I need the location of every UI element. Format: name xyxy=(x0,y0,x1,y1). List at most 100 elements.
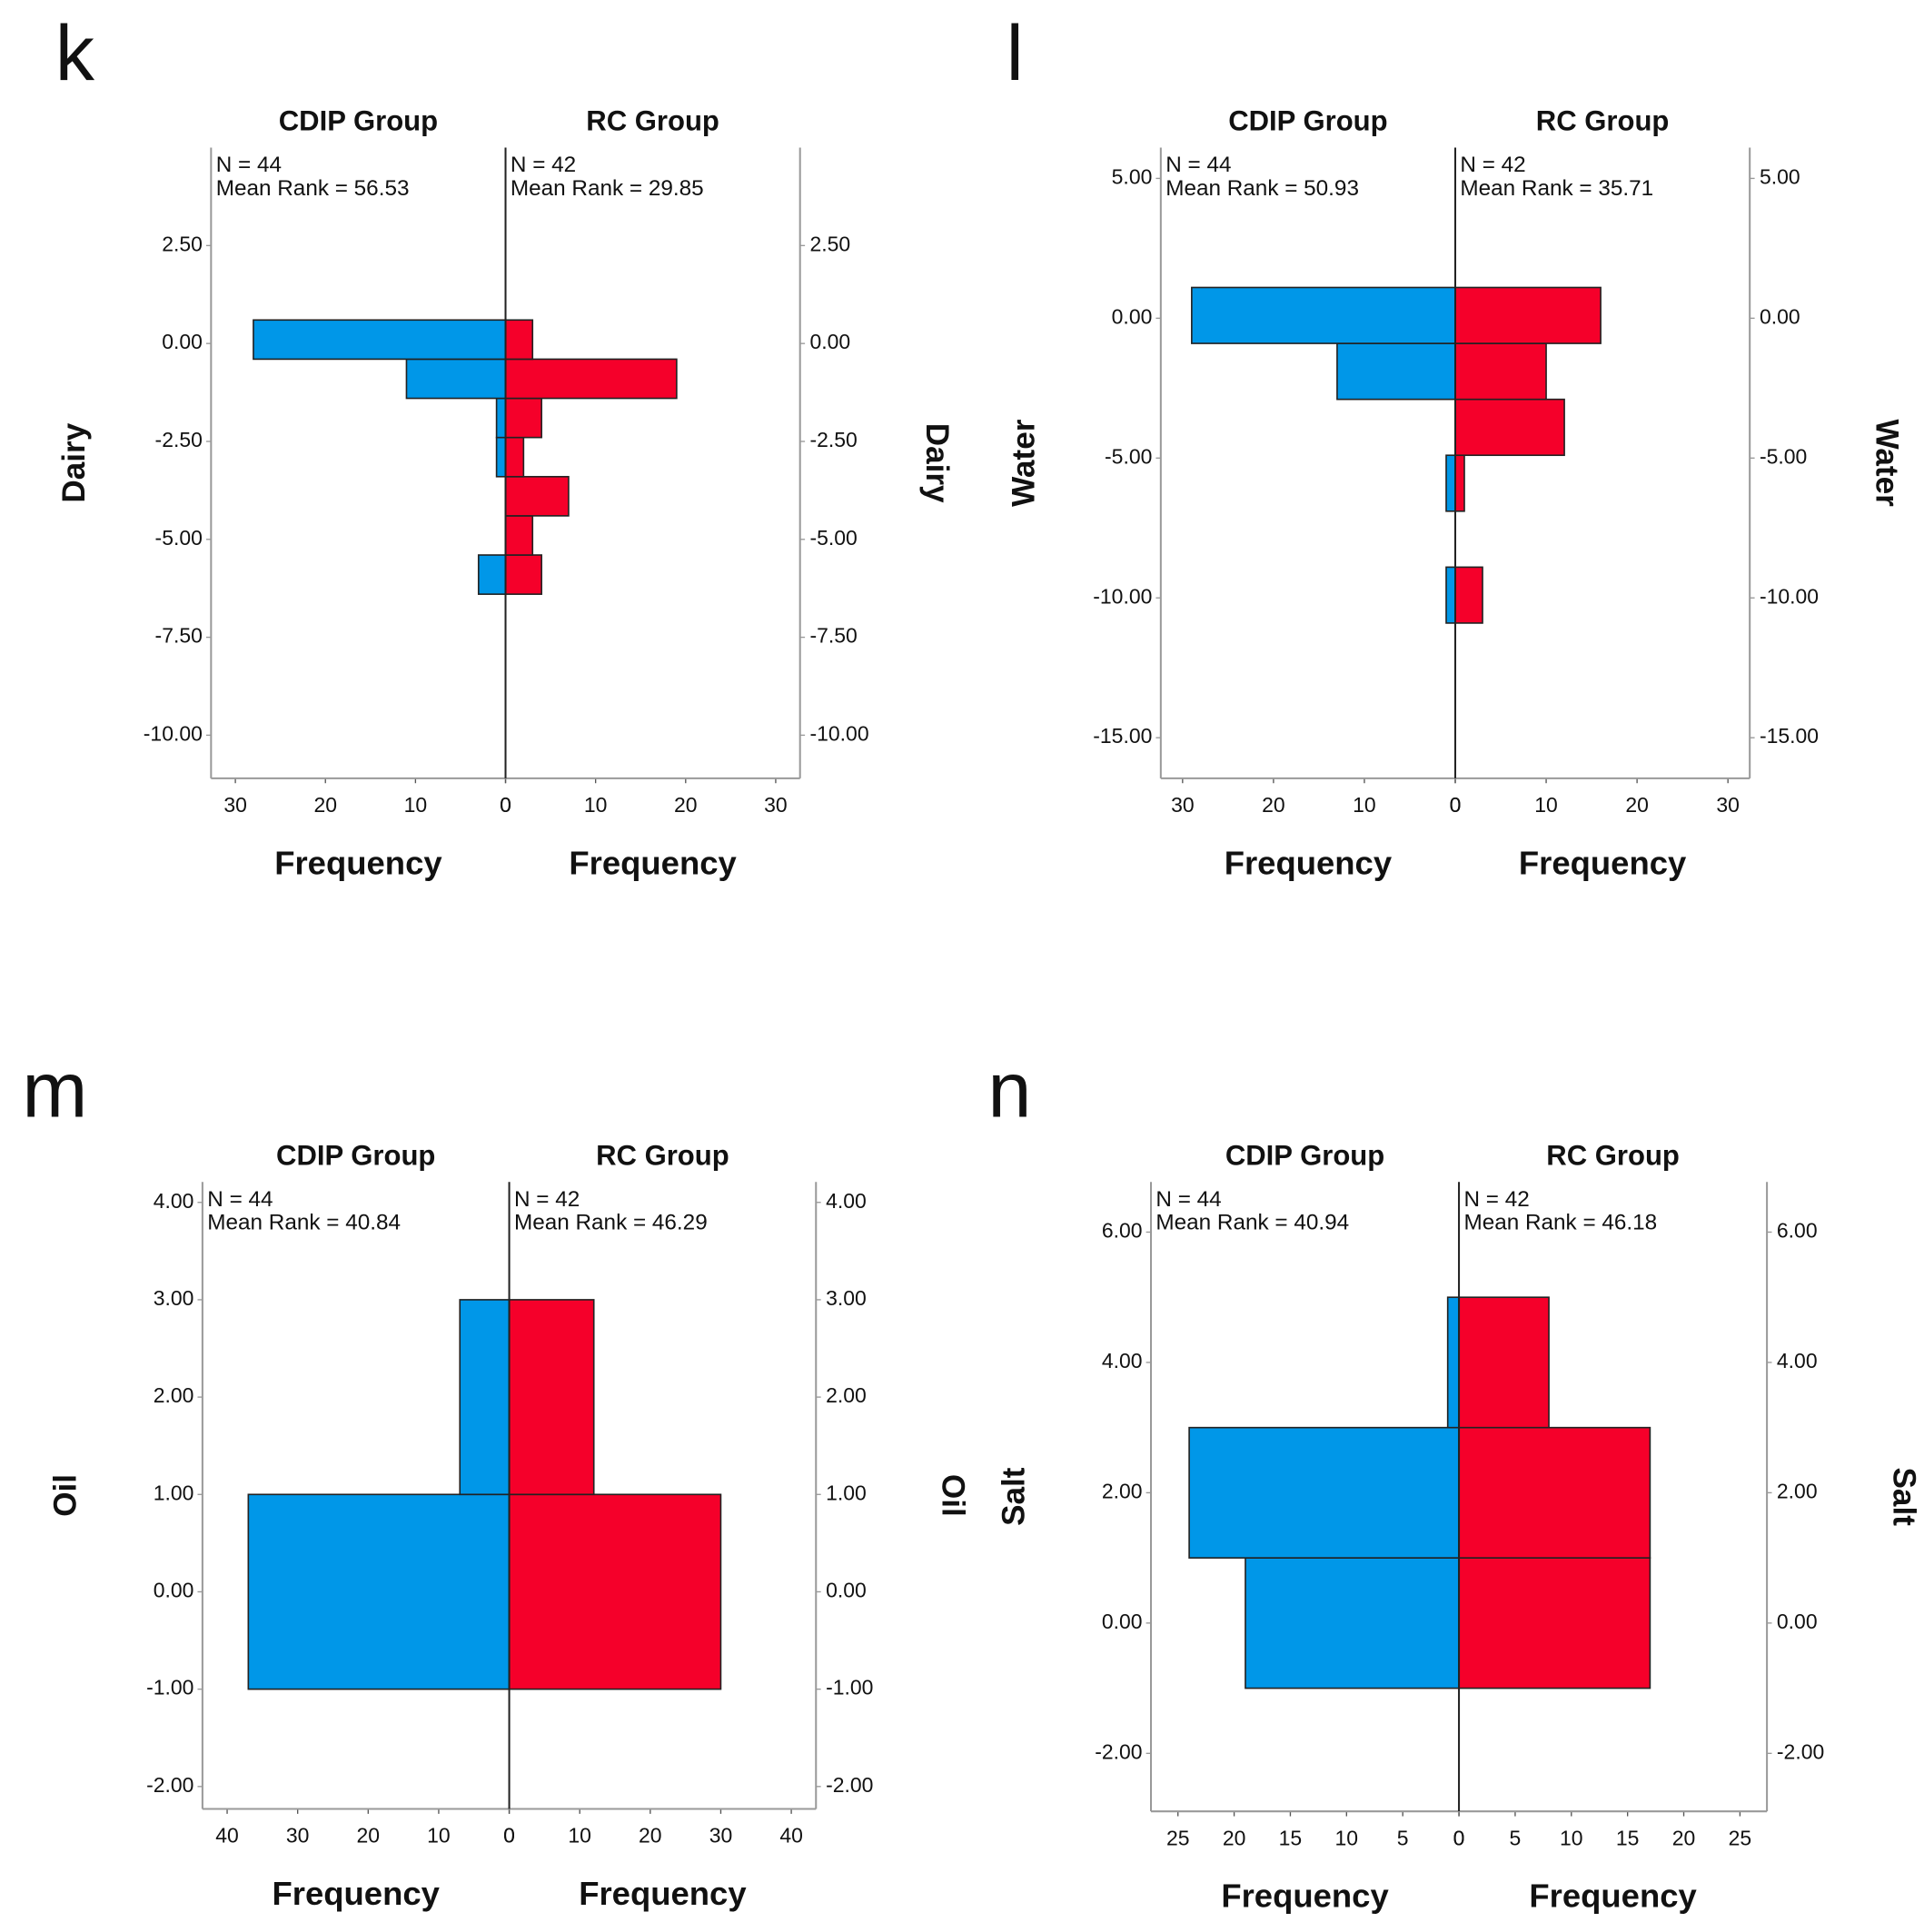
bar xyxy=(504,554,542,595)
x-axis-label: Frequency xyxy=(274,844,442,881)
annotation: N = 44 xyxy=(207,1187,273,1212)
bar xyxy=(1445,454,1456,512)
bar xyxy=(508,1299,595,1496)
x-tick-label: 20 xyxy=(674,793,698,817)
annotation: N = 44 xyxy=(1165,153,1231,177)
bar xyxy=(1336,342,1456,401)
bar xyxy=(1454,286,1602,344)
panel-label: n xyxy=(987,1047,1031,1134)
y-tick-label: -2.00 xyxy=(1095,1739,1142,1763)
x-tick-label: 20 xyxy=(1625,793,1649,817)
x-tick-label: 15 xyxy=(1279,1826,1303,1849)
annotation: Mean Rank = 40.84 xyxy=(207,1211,401,1235)
y-tick-label: -2.50 xyxy=(810,428,858,451)
x-axis-label: Frequency xyxy=(1225,844,1393,881)
y-axis-label: Oil xyxy=(48,1474,84,1517)
y-tick-label: 5.00 xyxy=(1112,164,1153,188)
bar xyxy=(1446,1296,1460,1429)
bar xyxy=(504,475,570,517)
annotation: N = 42 xyxy=(511,153,576,177)
y-tick-label: 2.00 xyxy=(1102,1479,1143,1502)
bar xyxy=(1458,1426,1651,1559)
y-tick-label: 3.00 xyxy=(154,1286,194,1310)
bar xyxy=(1458,1557,1651,1689)
y-tick-label: -15.00 xyxy=(1760,724,1819,748)
group-label: RC Group xyxy=(586,105,719,137)
x-axis-label: Frequency xyxy=(1519,844,1687,881)
y-tick-label: 0.00 xyxy=(1777,1610,1818,1633)
x-tick-label: 20 xyxy=(313,793,337,817)
bar xyxy=(508,1493,722,1690)
bar xyxy=(1454,342,1547,401)
x-tick-label: 0 xyxy=(500,793,511,817)
x-tick-label: 25 xyxy=(1166,1826,1190,1849)
group-label: CDIP Group xyxy=(1228,105,1387,137)
y-tick-label: -10.00 xyxy=(810,721,869,745)
bar xyxy=(1191,286,1456,344)
y-tick-label: 2.50 xyxy=(162,232,203,255)
y-tick-label: 2.00 xyxy=(154,1383,194,1407)
panel-label: l xyxy=(1007,10,1024,97)
x-tick-label: 0 xyxy=(1450,793,1462,817)
x-tick-label: 20 xyxy=(639,1824,662,1848)
x-axis-label: Frequency xyxy=(1529,1878,1697,1915)
y-axis-label: Water xyxy=(1869,420,1904,508)
x-tick-label: 10 xyxy=(568,1824,591,1848)
y-tick-label: 4.00 xyxy=(154,1189,194,1213)
y-tick-label: 4.00 xyxy=(1102,1349,1143,1372)
y-tick-label: -15.00 xyxy=(1093,724,1152,748)
bar xyxy=(504,397,542,439)
y-tick-label: 0.00 xyxy=(810,330,851,353)
x-axis-label: Frequency xyxy=(273,1875,441,1912)
x-tick-label: 20 xyxy=(357,1824,381,1848)
annotation: N = 44 xyxy=(1155,1187,1221,1212)
y-axis-label: Salt xyxy=(1886,1468,1921,1527)
y-tick-label: 4.00 xyxy=(826,1189,867,1213)
bar xyxy=(405,358,507,400)
bar xyxy=(1454,566,1483,624)
y-tick-label: 3.00 xyxy=(826,1286,867,1310)
x-tick-label: 30 xyxy=(1171,793,1195,817)
x-tick-label: 0 xyxy=(503,1824,515,1848)
bar xyxy=(1458,1296,1550,1429)
y-axis-label: Oil xyxy=(936,1474,971,1517)
annotation: Mean Rank = 46.18 xyxy=(1463,1211,1657,1235)
y-tick-label: -5.00 xyxy=(155,526,203,550)
bar xyxy=(504,319,534,361)
x-tick-label: 10 xyxy=(1353,793,1376,817)
annotation: Mean Rank = 35.71 xyxy=(1460,176,1653,201)
y-axis-label: Salt xyxy=(997,1467,1032,1526)
x-tick-label: 0 xyxy=(1450,793,1462,817)
y-tick-label: -2.00 xyxy=(1777,1739,1824,1763)
x-tick-label: 10 xyxy=(584,793,608,817)
annotation: N = 42 xyxy=(1460,153,1525,177)
y-tick-label: -2.00 xyxy=(826,1773,873,1797)
y-tick-label: -2.50 xyxy=(155,428,203,451)
y-tick-label: -2.00 xyxy=(146,1773,193,1797)
annotation: Mean Rank = 29.85 xyxy=(511,176,704,201)
bar xyxy=(253,319,507,361)
y-tick-label: 2.00 xyxy=(1777,1479,1818,1502)
y-tick-label: 0.00 xyxy=(826,1579,867,1602)
bar xyxy=(1245,1557,1460,1689)
x-axis-label: Frequency xyxy=(579,1875,747,1912)
y-tick-label: -1.00 xyxy=(146,1676,193,1699)
y-tick-label: -5.00 xyxy=(1105,444,1152,468)
bar xyxy=(459,1299,511,1496)
bar xyxy=(1188,1426,1460,1559)
y-tick-label: -5.00 xyxy=(1760,444,1807,468)
x-tick-label: 15 xyxy=(1616,1826,1640,1849)
group-label: CDIP Group xyxy=(1225,1139,1384,1171)
y-tick-label: -5.00 xyxy=(810,526,858,550)
y-tick-label: 6.00 xyxy=(1102,1219,1143,1243)
bar xyxy=(495,436,507,478)
y-tick-label: 5.00 xyxy=(1760,164,1800,188)
x-tick-label: 30 xyxy=(764,793,788,817)
x-tick-label: 0 xyxy=(500,793,511,817)
y-tick-label: 1.00 xyxy=(826,1481,867,1504)
annotation: N = 42 xyxy=(1463,1187,1529,1212)
bar xyxy=(504,515,534,556)
y-tick-label: 2.00 xyxy=(826,1383,867,1407)
x-tick-label: 10 xyxy=(1560,1826,1583,1849)
y-tick-label: 0.00 xyxy=(1112,304,1153,328)
